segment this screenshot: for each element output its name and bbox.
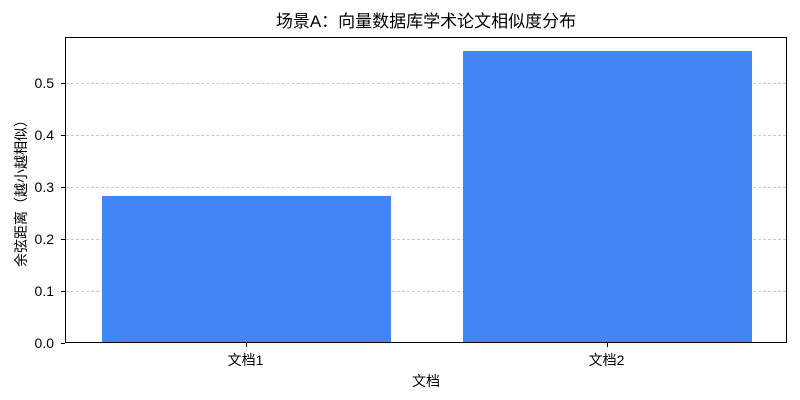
- bar-文档1: [102, 196, 391, 342]
- bar-文档2: [463, 50, 752, 342]
- x-tick-mark: [245, 343, 247, 347]
- x-tick-mark: [606, 343, 608, 347]
- y-tick-mark: [61, 134, 65, 136]
- plot-area: [65, 37, 787, 343]
- y-tick-label: 0.0: [34, 335, 54, 351]
- y-gridline: [66, 187, 786, 189]
- chart-title: 场景A：向量数据库学术论文相似度分布: [275, 12, 577, 31]
- y-tick-label: 0.2: [34, 230, 54, 247]
- y-tick-label: 0.1: [34, 282, 54, 299]
- y-tick-mark: [61, 238, 65, 240]
- y-gridline: [66, 83, 786, 85]
- x-tick-label: 文档1: [227, 352, 264, 368]
- x-tick-label: 文档2: [588, 352, 625, 368]
- y-tick-label: 0.5: [34, 74, 54, 91]
- y-tick-mark: [61, 82, 65, 84]
- y-gridline: [66, 291, 786, 293]
- x-axis-label: 文档: [412, 373, 440, 389]
- y-tick-mark: [61, 186, 65, 188]
- y-gridline: [66, 135, 786, 137]
- y-tick-mark: [61, 343, 65, 344]
- y-gridline: [66, 239, 786, 241]
- y-tick-mark: [61, 290, 65, 292]
- y-tick-label: 0.3: [34, 178, 54, 195]
- y-tick-label: 0.4: [34, 126, 54, 143]
